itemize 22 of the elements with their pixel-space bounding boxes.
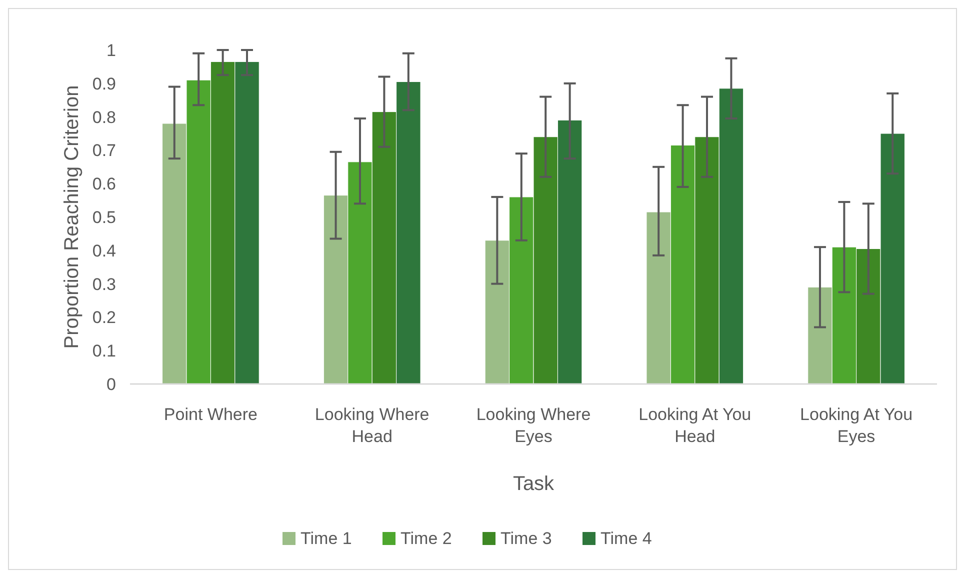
x-tick-label: Looking At You Head [638,405,752,446]
x-tick-label: Looking Where Head [314,405,430,446]
y-tick-label: 0.1 [92,342,116,361]
y-tick-label: 0.4 [92,241,116,260]
y-tick-label: 0.8 [92,108,116,127]
x-tick-label: Looking At You Eyes [800,405,913,446]
legend-label: Time 3 [500,529,552,548]
y-tick-label: 1 [106,40,116,60]
y-tick-label: 0.7 [92,141,116,160]
legend-label: Time 2 [400,529,452,548]
legend-label: Time 1 [300,529,352,548]
x-tick-label: Looking Where Eyes [476,405,591,446]
legend-label: Time 4 [600,529,652,548]
y-tick-label: 0.6 [92,174,116,194]
y-tick-label: 0.9 [92,74,116,94]
y-tick-label: 0.3 [92,274,116,294]
y-axis-title: Proportion Reaching Criterion [61,85,83,349]
y-tick-label: 0.5 [92,208,116,227]
x-axis-title: Task [512,473,556,495]
y-tick-label: 0.2 [92,308,116,328]
x-tick-label: Point Where [164,405,258,424]
y-tick-label: 0 [106,374,116,394]
